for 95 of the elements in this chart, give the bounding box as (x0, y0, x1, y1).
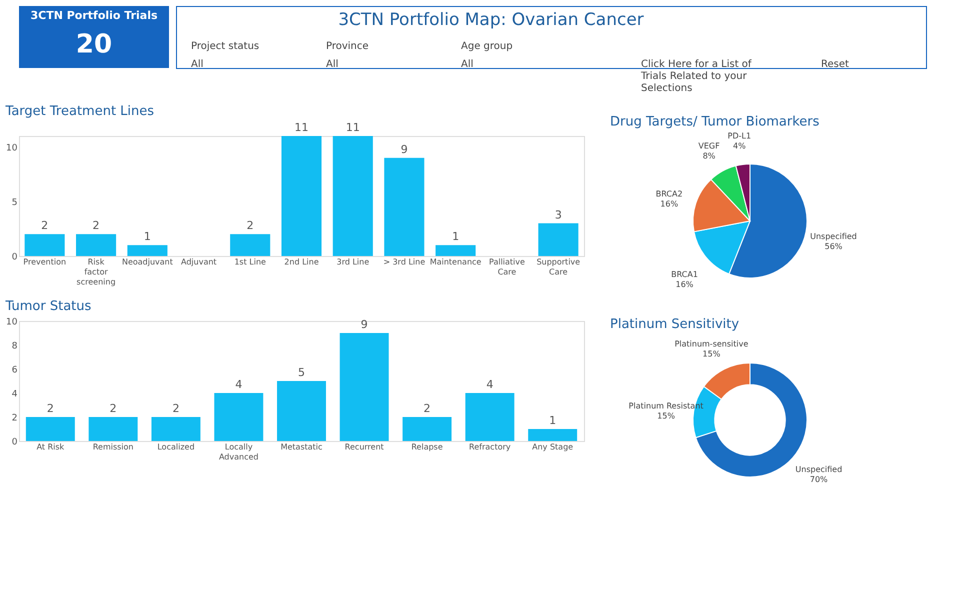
data-label: 15% (657, 412, 676, 421)
x-tick-label: Supportive Care (536, 258, 580, 276)
y-tick-label: 10 (6, 143, 18, 154)
text: Age group (461, 41, 513, 52)
data-label: 4 (235, 378, 242, 391)
text: All (191, 59, 204, 70)
x-tick-label: Palliative Care (488, 258, 526, 276)
data-label: 4 (486, 378, 494, 391)
data-label: 3 (554, 208, 562, 222)
y-tick-label: 0 (12, 252, 18, 262)
data-label: 2 (110, 402, 117, 415)
data-label: 15% (702, 349, 721, 358)
text: Click Here for a List of Trials Related to your Selections (640, 59, 752, 94)
slice-label: BRCA1 (671, 270, 698, 280)
bar (538, 223, 578, 256)
text: All (326, 59, 338, 70)
y-tick-label: 0 (12, 438, 18, 448)
y-tick-label: 4 (12, 390, 18, 400)
slice-label: Unspecified (810, 232, 857, 241)
bar (26, 417, 75, 441)
bar (214, 393, 264, 441)
x-tick-label: Localized (157, 442, 195, 452)
bar (281, 136, 322, 256)
data-label: 16% (676, 280, 694, 290)
x-tick-label: Any Stage (532, 442, 574, 452)
y-tick-label: 6 (12, 366, 18, 376)
text: 20 (76, 29, 112, 60)
bar (230, 234, 270, 256)
x-tick-label: Recurrent (344, 442, 384, 452)
x-tick-label: Maintenance (430, 258, 482, 266)
chart-title: Tumor Status (4, 299, 92, 314)
x-tick-label: Metastatic (280, 442, 322, 452)
data-label: 70% (810, 474, 828, 484)
chart-title: Platinum Sensitivity (610, 317, 740, 332)
slice-label: Unspecified (795, 464, 842, 474)
data-label: 8% (702, 152, 716, 161)
y-tick-label: 10 (6, 318, 18, 328)
bar (465, 393, 514, 441)
bar (340, 333, 389, 441)
text: Reset (821, 59, 850, 70)
text: All (461, 59, 474, 70)
slice-label: VEGF (698, 142, 720, 151)
text: 3CTN Portfolio Map: Ovarian Cancer (338, 10, 644, 30)
data-label: 1 (144, 230, 151, 244)
data-label: 16% (660, 200, 678, 209)
x-tick-label: Relapse (411, 442, 443, 452)
data-label: 4% (732, 142, 746, 151)
x-tick-label: Neoadjuvant (122, 258, 173, 266)
data-label: 1 (452, 230, 460, 244)
x-tick-label: Prevention (23, 258, 66, 266)
x-tick-label: 1st Line (234, 258, 266, 266)
x-tick-label: 2nd Line (284, 258, 319, 266)
data-label: 56% (824, 242, 843, 251)
y-tick-label: 5 (12, 198, 18, 208)
data-label: 5 (298, 366, 305, 379)
slice-label: BRCA2 (656, 190, 683, 199)
chart-title: Target Treatment Lines (4, 104, 154, 119)
data-label: 1 (549, 414, 556, 427)
y-tick-label: 8 (12, 342, 18, 352)
x-tick-label: Refractory (469, 442, 511, 452)
bar (436, 245, 476, 256)
bar (88, 417, 138, 441)
bar (127, 245, 168, 256)
x-tick-label: Adjuvant (181, 258, 217, 266)
slice-label: PD-L1 (728, 132, 752, 141)
bar (76, 234, 116, 256)
data-label: 2 (92, 219, 100, 232)
slice-label: Platinum-sensitive (674, 339, 748, 348)
bar (332, 136, 373, 256)
text: Province (326, 41, 369, 52)
text: 3CTN Portfolio Trials (30, 9, 158, 22)
x-tick-label: Locally Advanced (218, 442, 258, 462)
text: Project status (191, 41, 260, 52)
y-tick-label: 2 (12, 414, 18, 424)
data-label: 9 (360, 318, 368, 331)
data-label: 11 (294, 121, 308, 134)
data-label: 2 (424, 402, 431, 415)
data-label: 2 (41, 219, 48, 232)
x-tick-label: At Risk (36, 442, 65, 452)
bar (402, 417, 452, 441)
data-label: 11 (346, 121, 360, 134)
bar (151, 417, 200, 441)
bar (528, 429, 578, 441)
data-label: 2 (246, 219, 254, 232)
bar (24, 234, 65, 256)
x-tick-label: Risk factor screening (76, 258, 116, 286)
x-tick-label: Remission (92, 442, 134, 452)
data-label: 2 (46, 402, 54, 415)
chart-title: Drug Targets/ Tumor Biomarkers (610, 114, 820, 130)
x-tick-label: 3rd Line (336, 258, 370, 266)
data-label: 9 (400, 142, 408, 156)
x-tick-label: > 3rd Line (383, 258, 426, 266)
bar (384, 158, 424, 256)
data-label: 2 (172, 402, 180, 415)
bar (277, 381, 326, 441)
